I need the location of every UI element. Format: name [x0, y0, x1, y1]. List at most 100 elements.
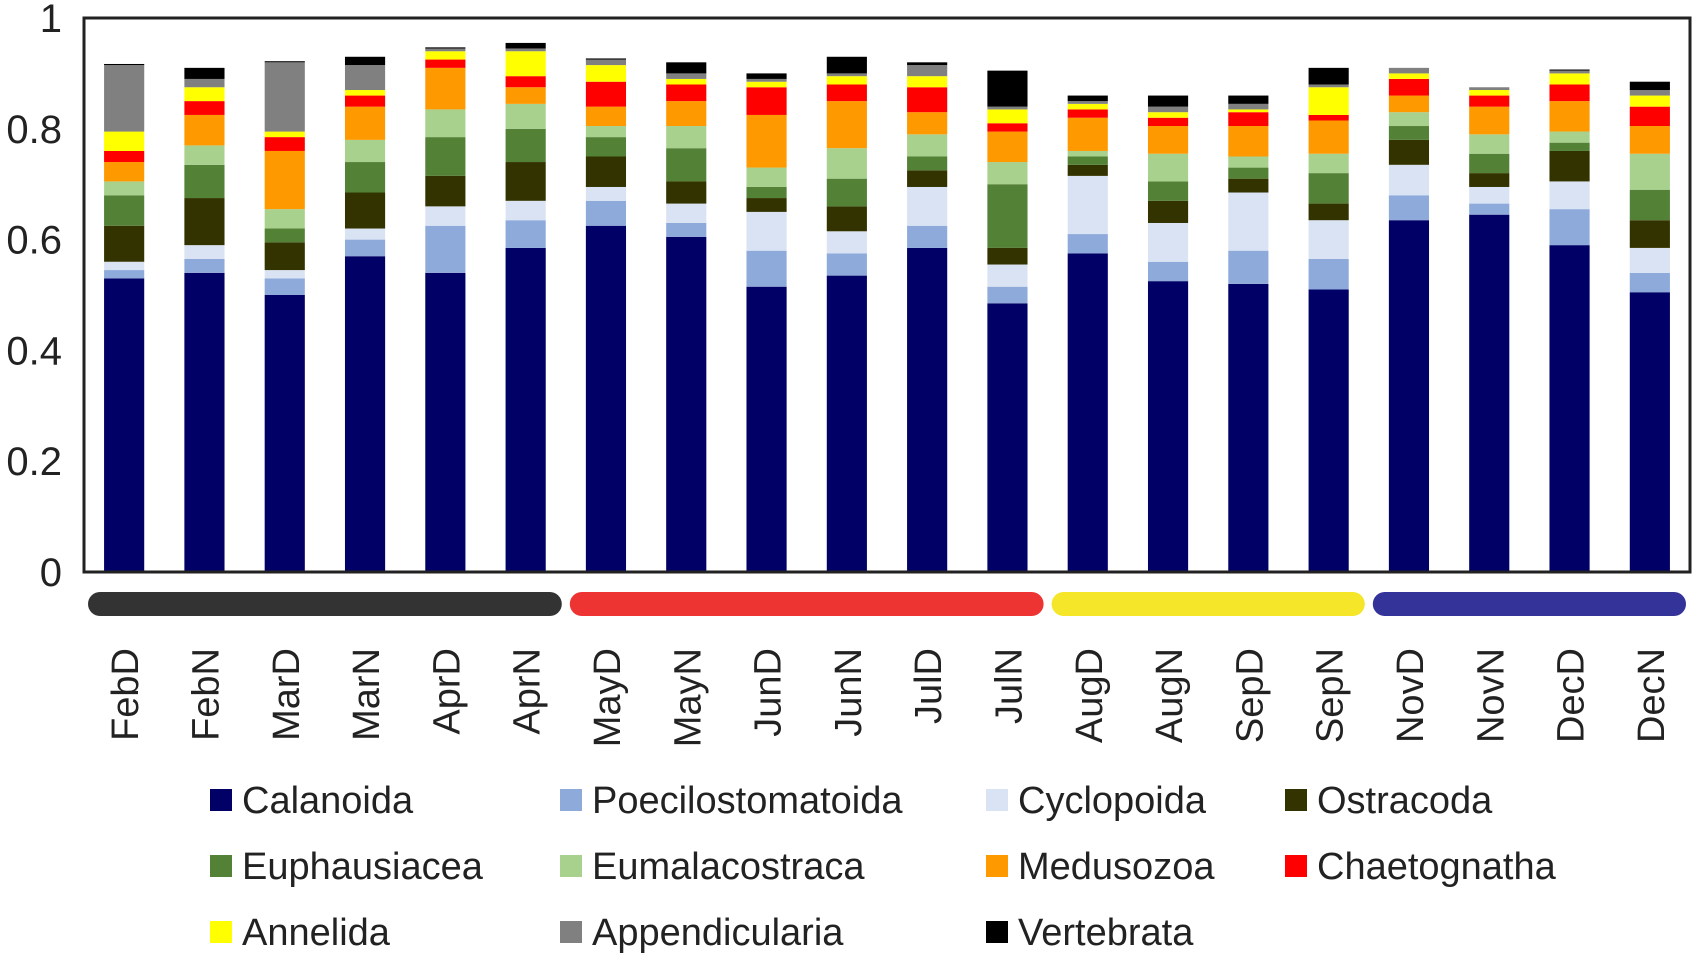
bar-segment-euphausiacea-aprn — [505, 128, 546, 163]
bar-segment-vertebrata-febn — [184, 67, 225, 79]
bar-segment-chaetognatha-mayd — [585, 81, 627, 107]
bar-segment-eumalacostraca-juld — [907, 134, 948, 157]
bar-segment-medusozoa-aprn — [505, 87, 546, 104]
bar-segment-euphausiacea-augd — [1067, 156, 1108, 165]
bar-segment-eumalacostraca-marn — [344, 139, 386, 163]
bar-segment-ostracoda-sepn — [1308, 203, 1349, 221]
bar-segment-appendicularia-aprd — [425, 48, 466, 52]
category-label: JunD — [748, 648, 790, 737]
bar-segment-poecilostomatoida-juln — [987, 286, 1028, 304]
bar-segment-appendicularia-mayd — [585, 59, 627, 66]
bar-segment-calanoida-mayn — [666, 236, 707, 572]
bar-segment-annelida-aprn — [505, 51, 546, 77]
legend-swatch-appendicularia — [560, 921, 582, 943]
bar-segment-medusozoa-aprd — [425, 67, 466, 110]
bar-segment-appendicularia-jund — [746, 78, 787, 82]
bar-segment-cyclopoida-augd — [1067, 175, 1108, 235]
bar-segment-cyclopoida-junn — [826, 231, 867, 254]
bar-segment-eumalacostraca-novn — [1469, 134, 1510, 154]
bar-segment-chaetognatha-juln — [987, 123, 1028, 132]
bar-segment-calanoida-jund — [746, 286, 787, 572]
bar-segment-vertebrata-mayd — [585, 58, 627, 60]
bar-segment-euphausiacea-sepn — [1308, 173, 1349, 204]
bar-segment-ostracoda-febd — [104, 225, 145, 262]
bar-segment-euphausiacea-sepd — [1228, 167, 1269, 179]
bar-segment-cyclopoida-febn — [184, 245, 225, 259]
bar-segment-annelida-marn — [344, 90, 386, 96]
bar-segment-vertebrata-juld — [907, 62, 948, 66]
bar-segment-annelida-febn — [184, 87, 225, 102]
bar-segment-annelida-aprd — [425, 51, 466, 60]
legend-swatch-medusozoa — [986, 855, 1008, 877]
bar-segment-eumalacostraca-junn — [826, 148, 867, 179]
season-bar-3 — [1051, 592, 1365, 616]
bar-segment-appendicularia-marn — [344, 65, 386, 91]
bar-segment-chaetognatha-augd — [1067, 109, 1108, 118]
legend-swatch-chaetognatha — [1285, 855, 1307, 877]
bar-segment-calanoida-febn — [184, 272, 225, 572]
bar-segment-vertebrata-mayn — [666, 62, 707, 74]
bar-segment-vertebrata-aprn — [505, 42, 546, 49]
legend-swatch-eumalacostraca — [560, 855, 582, 877]
bar-segment-cyclopoida-mayd — [585, 186, 627, 201]
bar-segment-medusozoa-novn — [1469, 106, 1510, 135]
category-label: NovD — [1390, 648, 1432, 743]
bar-segment-poecilostomatoida-mayd — [585, 200, 627, 226]
bar-segment-vertebrata-decd — [1549, 69, 1590, 71]
bar-segment-medusozoa-decd — [1549, 101, 1590, 132]
category-label: MayN — [667, 648, 709, 747]
bar-segment-vertebrata-marn — [344, 56, 386, 66]
legend-swatch-ostracoda — [1285, 789, 1307, 811]
bar-segment-annelida-novd — [1388, 73, 1430, 79]
bar-segment-vertebrata-jund — [746, 73, 787, 79]
bar-segment-ostracoda-sepd — [1228, 178, 1269, 193]
legend-label-cyclopoida: Cyclopoida — [1018, 780, 1207, 822]
bar-segment-appendicularia-novn — [1469, 87, 1510, 91]
bar-segment-calanoida-juln — [987, 303, 1028, 572]
bar-segment-eumalacostraca-aprd — [425, 109, 466, 138]
bar-segment-eumalacostraca-juln — [987, 162, 1028, 185]
bar-segment-chaetognatha-junn — [826, 84, 867, 102]
bar-segment-appendicularia-sepn — [1308, 84, 1349, 88]
bar-segment-ostracoda-mayn — [666, 181, 707, 204]
bar-segment-chaetognatha-jund — [746, 87, 787, 115]
legend-label-annelida: Annelida — [242, 912, 391, 954]
bar-segment-poecilostomatoida-juld — [907, 225, 948, 248]
bar-segment-medusozoa-juln — [987, 131, 1028, 163]
bar-segment-poecilostomatoida-mard — [264, 278, 305, 295]
bar-segment-poecilostomatoida-sepn — [1308, 258, 1349, 290]
bar-segment-appendicularia-febn — [184, 78, 225, 88]
legend-swatch-vertebrata — [986, 921, 1008, 943]
bar-segment-poecilostomatoida-novd — [1388, 195, 1430, 221]
bar-segment-cyclopoida-aprd — [425, 206, 466, 226]
category-label: AprD — [426, 648, 468, 735]
legend: Calanoida Poecilostomatoida Cyclopoida Ostr… — [210, 780, 1557, 954]
bar-segment-cyclopoida-juld — [907, 186, 948, 226]
bar-segment-calanoida-decd — [1549, 245, 1590, 572]
bar-segment-chaetognatha-novd — [1388, 78, 1430, 96]
bar-segment-annelida-augn — [1147, 112, 1189, 118]
bar-segment-eumalacostraca-aprn — [505, 103, 546, 129]
bar-segment-ostracoda-augn — [1147, 200, 1189, 223]
legend-swatch-euphausiacea — [210, 855, 232, 877]
bar-segment-appendicularia-juld — [907, 65, 948, 77]
bar-segment-cyclopoida-sepn — [1308, 220, 1349, 259]
bar-segment-cyclopoida-juln — [987, 264, 1028, 287]
bar-segment-ostracoda-augd — [1067, 164, 1108, 176]
bar-segment-poecilostomatoida-novn — [1469, 203, 1510, 215]
bar-segment-cyclopoida-jund — [746, 211, 787, 251]
bar-segment-cyclopoida-novd — [1388, 164, 1430, 196]
bar-segment-medusozoa-mayn — [666, 101, 707, 127]
bar-segment-appendicularia-augn — [1147, 106, 1189, 113]
bar-segment-ostracoda-mayd — [585, 156, 627, 187]
bar-segment-vertebrata-aprd — [425, 47, 466, 49]
bar-segment-ostracoda-novn — [1469, 173, 1510, 187]
legend-label-euphausiacea: Euphausiacea — [242, 846, 484, 888]
bar-segment-euphausiacea-junn — [826, 178, 867, 207]
category-label: FebD — [105, 648, 147, 741]
y-tick-label: 0.2 — [6, 440, 62, 484]
bar-segment-vertebrata-sepn — [1308, 67, 1349, 85]
bar-segment-vertebrata-sepd — [1228, 95, 1269, 104]
legend-label-ostracoda: Ostracoda — [1317, 780, 1493, 822]
bar-segment-medusozoa-jund — [746, 114, 787, 168]
